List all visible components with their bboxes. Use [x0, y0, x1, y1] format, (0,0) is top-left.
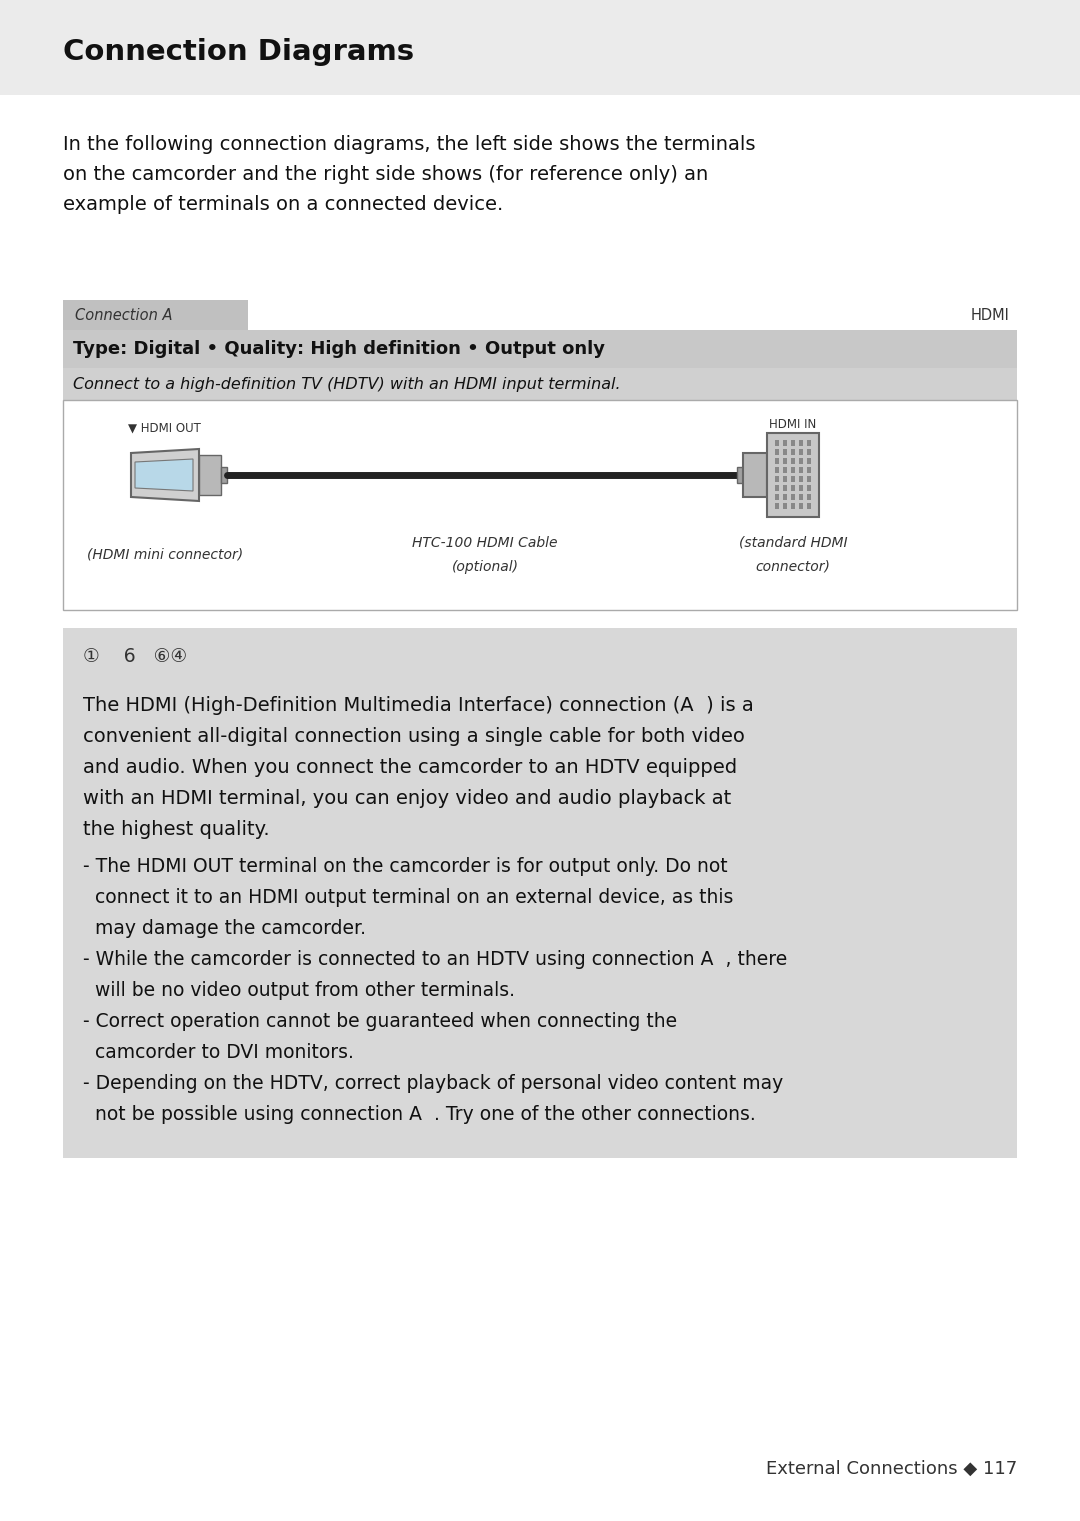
Text: camcorder to DVI monitors.: camcorder to DVI monitors. — [83, 1043, 354, 1062]
Bar — [775, 494, 779, 500]
Bar — [775, 449, 779, 455]
Bar — [783, 467, 787, 473]
Bar — [63, 300, 248, 330]
Text: with an HDMI terminal, you can enjoy video and audio playback at: with an HDMI terminal, you can enjoy vid… — [83, 789, 731, 808]
Text: Type: Digital • Quality: High definition • Output only: Type: Digital • Quality: High definition… — [73, 341, 605, 357]
Bar — [63, 330, 1017, 368]
Bar — [807, 467, 811, 473]
Bar — [791, 494, 795, 500]
Text: (optional): (optional) — [451, 560, 518, 573]
Text: - Depending on the HDTV, correct playback of personal video content may: - Depending on the HDTV, correct playbac… — [83, 1074, 783, 1094]
Text: HDMI IN: HDMI IN — [769, 418, 816, 432]
Text: connector): connector) — [756, 560, 831, 573]
Bar — [775, 503, 779, 510]
Bar — [807, 440, 811, 446]
Bar — [807, 485, 811, 491]
Text: will be no video output from other terminals.: will be no video output from other termi… — [83, 981, 515, 999]
Bar — [807, 458, 811, 464]
Bar — [783, 458, 787, 464]
Bar — [63, 628, 1017, 1157]
Bar — [791, 503, 795, 510]
Bar — [799, 503, 804, 510]
Bar — [775, 467, 779, 473]
Bar — [799, 458, 804, 464]
Bar — [807, 476, 811, 482]
Bar — [807, 494, 811, 500]
Bar — [783, 449, 787, 455]
Bar — [791, 440, 795, 446]
Bar — [775, 440, 779, 446]
Polygon shape — [131, 449, 199, 500]
Bar — [791, 467, 795, 473]
Text: External Connections ◆ 117: External Connections ◆ 117 — [766, 1460, 1017, 1478]
Bar — [807, 449, 811, 455]
Text: may damage the camcorder.: may damage the camcorder. — [83, 919, 366, 938]
Bar — [63, 368, 1017, 400]
Bar — [799, 467, 804, 473]
Text: - While the camcorder is connected to an HDTV using connection A  , there: - While the camcorder is connected to an… — [83, 951, 787, 969]
Bar — [783, 485, 787, 491]
Bar — [0, 0, 1080, 94]
Bar — [767, 433, 819, 517]
Text: The HDMI (High-Definition Multimedia Interface) connection (A  ) is a: The HDMI (High-Definition Multimedia Int… — [83, 697, 754, 715]
Text: HDMI: HDMI — [970, 307, 1009, 322]
Text: (standard HDMI: (standard HDMI — [739, 535, 848, 551]
Bar — [799, 485, 804, 491]
Bar — [199, 455, 221, 494]
Text: Connection A: Connection A — [75, 307, 173, 322]
Bar — [775, 485, 779, 491]
Text: Connection Diagrams: Connection Diagrams — [63, 38, 414, 65]
Text: the highest quality.: the highest quality. — [83, 820, 270, 840]
Bar — [799, 440, 804, 446]
Text: - Correct operation cannot be guaranteed when connecting the: - Correct operation cannot be guaranteed… — [83, 1011, 677, 1031]
Bar — [783, 503, 787, 510]
Bar — [791, 476, 795, 482]
Polygon shape — [135, 459, 193, 491]
Text: and audio. When you connect the camcorder to an HDTV equipped: and audio. When you connect the camcorde… — [83, 757, 738, 777]
Bar — [807, 503, 811, 510]
Bar — [248, 300, 1017, 330]
Text: ▼ HDMI OUT: ▼ HDMI OUT — [129, 421, 201, 435]
Bar — [221, 467, 227, 484]
Text: HTC-100 HDMI Cable: HTC-100 HDMI Cable — [413, 535, 557, 551]
Text: Connect to a high-definition TV (HDTV) with an HDMI input terminal.: Connect to a high-definition TV (HDTV) w… — [73, 377, 621, 391]
Text: - The HDMI OUT terminal on the camcorder is for output only. Do not: - The HDMI OUT terminal on the camcorder… — [83, 856, 728, 876]
Bar — [783, 440, 787, 446]
Bar — [775, 476, 779, 482]
Text: (HDMI mini connector): (HDMI mini connector) — [86, 548, 243, 561]
Text: convenient all‑digital connection using a single cable for both video: convenient all‑digital connection using … — [83, 727, 745, 745]
Bar — [791, 485, 795, 491]
Bar — [783, 494, 787, 500]
Bar — [783, 476, 787, 482]
Text: ①    6   ⑥④: ① 6 ⑥④ — [83, 646, 187, 666]
Text: connect it to an HDMI output terminal on an external device, as this: connect it to an HDMI output terminal on… — [83, 888, 733, 907]
Bar — [799, 494, 804, 500]
Bar — [791, 449, 795, 455]
Text: not be possible using connection A  . Try one of the other connections.: not be possible using connection A . Try… — [83, 1104, 756, 1124]
Bar — [737, 467, 743, 484]
Bar — [775, 458, 779, 464]
Text: In the following connection diagrams, the left side shows the terminals
on the c: In the following connection diagrams, th… — [63, 135, 756, 214]
Bar — [63, 400, 1017, 610]
Bar — [791, 458, 795, 464]
Bar — [799, 476, 804, 482]
Bar — [799, 449, 804, 455]
Bar — [743, 453, 767, 497]
